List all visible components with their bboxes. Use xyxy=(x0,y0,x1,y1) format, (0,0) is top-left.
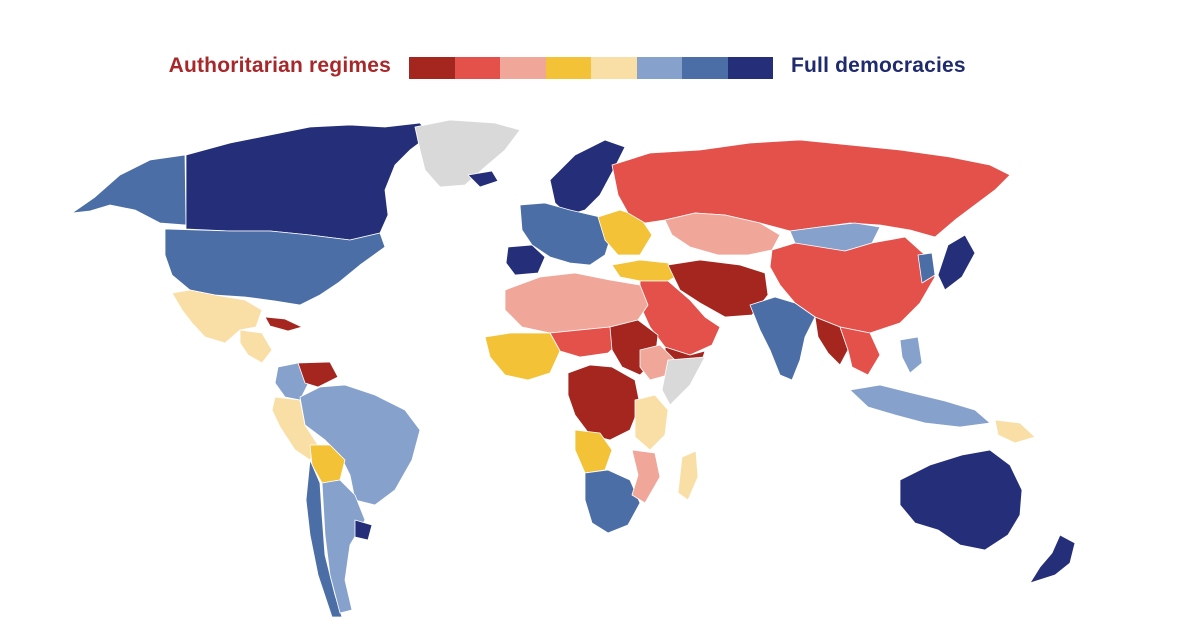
region-alaska xyxy=(71,154,187,226)
region-canada xyxy=(185,122,431,241)
region-united-states xyxy=(164,228,386,306)
region-somalia xyxy=(661,356,706,406)
region-philippines xyxy=(899,336,923,374)
legend-authoritarian-label: Authoritarian regimes xyxy=(168,54,391,77)
legend-swatch-7 xyxy=(682,57,728,79)
region-indonesia xyxy=(849,384,991,428)
region-mexico xyxy=(171,289,263,344)
region-west-africa xyxy=(484,332,561,381)
legend-swatch-1 xyxy=(409,57,455,79)
legend-swatch-8 xyxy=(727,57,773,79)
legend-swatch-4 xyxy=(545,57,591,79)
region-uruguay xyxy=(354,519,373,541)
region-australia xyxy=(899,449,1023,551)
region-madagascar xyxy=(677,450,699,501)
region-india xyxy=(749,296,816,381)
region-arabian-peninsula xyxy=(639,280,721,356)
world-map-svg xyxy=(71,119,1076,618)
region-iceland xyxy=(467,170,499,188)
region-greenland xyxy=(414,119,521,188)
region-central-america xyxy=(239,329,273,364)
legend: Authoritarian regimes Full democracies xyxy=(0,0,1200,100)
legend-swatch-3 xyxy=(500,57,546,79)
region-east-africa xyxy=(634,394,669,451)
region-southeast-asia xyxy=(839,326,881,376)
region-western-europe xyxy=(519,202,613,266)
region-scandinavia xyxy=(549,139,626,216)
legend-full-democracies-label: Full democracies xyxy=(791,54,966,77)
region-mozambique xyxy=(631,449,661,504)
region-iberia xyxy=(505,244,546,276)
region-chile xyxy=(305,459,343,618)
region-venezuela xyxy=(297,361,339,388)
region-japan xyxy=(937,234,976,291)
region-southern-africa xyxy=(584,469,641,534)
region-central-africa xyxy=(567,364,641,441)
region-papua-new-guinea xyxy=(994,419,1036,444)
region-cuba xyxy=(264,316,303,332)
region-new-zealand xyxy=(1029,534,1076,584)
legend-swatch-6 xyxy=(636,57,682,79)
region-china xyxy=(769,236,936,334)
region-argentina xyxy=(321,479,366,614)
legend-swatch-5 xyxy=(591,57,637,79)
legend-color-scale xyxy=(409,57,773,79)
region-korea xyxy=(917,252,936,284)
legend-swatch-2 xyxy=(454,57,500,79)
region-eastern-europe xyxy=(597,209,653,256)
world-map xyxy=(0,105,1200,638)
